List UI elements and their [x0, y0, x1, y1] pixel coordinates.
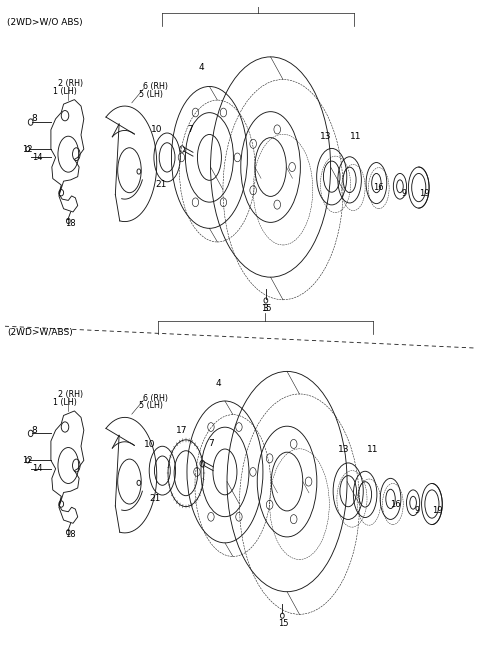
Text: 8: 8: [31, 115, 37, 123]
Text: 16: 16: [373, 183, 384, 192]
Text: 21: 21: [150, 495, 161, 504]
Text: 10: 10: [144, 440, 155, 449]
Text: 11: 11: [350, 132, 362, 141]
Text: 21: 21: [156, 181, 167, 189]
Text: 5 (LH): 5 (LH): [139, 90, 163, 99]
Text: 16: 16: [390, 500, 400, 508]
Text: 1 (LH): 1 (LH): [53, 86, 77, 96]
Text: 15: 15: [262, 304, 272, 312]
Text: 1 (LH): 1 (LH): [53, 398, 77, 407]
Text: 12: 12: [22, 145, 33, 153]
Text: 7: 7: [208, 439, 214, 447]
Text: 19: 19: [432, 506, 443, 515]
Text: 4: 4: [215, 379, 221, 388]
Text: 13: 13: [320, 132, 332, 141]
Text: (2WD>W/O ABS): (2WD>W/O ABS): [7, 18, 83, 27]
Text: 18: 18: [65, 531, 76, 539]
Text: 4: 4: [198, 63, 204, 72]
Text: 10: 10: [151, 125, 163, 134]
Text: 14: 14: [33, 153, 43, 162]
Text: 11: 11: [367, 445, 379, 454]
Text: 14: 14: [33, 464, 43, 473]
Text: 8: 8: [31, 426, 37, 435]
Text: 9: 9: [401, 189, 407, 198]
Text: 5 (LH): 5 (LH): [139, 402, 163, 410]
Text: 15: 15: [278, 619, 288, 628]
Text: 9: 9: [414, 506, 420, 515]
Text: 6 (RH): 6 (RH): [143, 394, 168, 403]
Text: 6 (RH): 6 (RH): [143, 83, 168, 91]
Text: (2WD>W/ABS): (2WD>W/ABS): [7, 328, 73, 337]
Text: 18: 18: [65, 219, 76, 228]
Text: 12: 12: [22, 456, 33, 465]
Text: 2 (RH): 2 (RH): [58, 390, 83, 400]
Text: 19: 19: [419, 189, 430, 198]
Text: 13: 13: [338, 445, 349, 454]
Text: 2 (RH): 2 (RH): [58, 79, 83, 88]
Text: 3: 3: [263, 304, 268, 312]
Text: 7: 7: [187, 125, 192, 134]
Text: 17: 17: [176, 426, 188, 435]
